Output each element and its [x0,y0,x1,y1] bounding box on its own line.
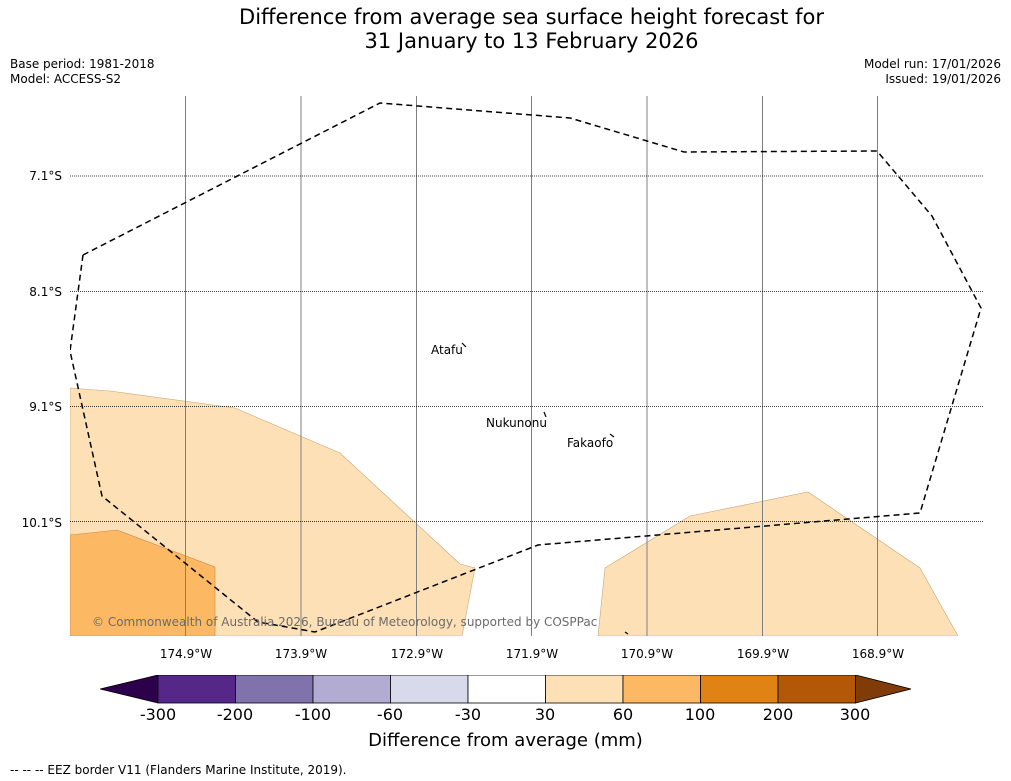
colorbar-tick-1: -300 [139,705,177,724]
place-nukunonu: Nukunonu [486,416,547,430]
colorbar-extend-high [855,675,912,704]
colorbar-tick-9: 200 [762,705,794,724]
model-name: Model: ACCESS-S2 [10,72,122,86]
colorbar-tick-5: -30 [454,705,482,724]
colorbar-tick-8: 100 [684,705,716,724]
colorbar-bin-4 [390,675,469,704]
title-line-1: Difference from average sea surface heig… [239,5,824,29]
meridian-lines [185,96,878,636]
colorbar-title: Difference from average (mm) [368,730,643,751]
anomaly-region-60-100-west [70,529,216,636]
run-info: Model run: 17/01/2026 Issued: 19/01/2026 [864,57,1001,87]
colorbar-tick-6: 30 [534,705,556,724]
colorbar-bin-5 [467,675,546,704]
lat-label-2: 8.1°S [29,285,62,299]
colorbar-bin-9 [777,675,856,704]
place-fakaofo: Fakaofo [567,436,614,450]
title-line-2: 31 January to 13 February 2026 [364,29,699,53]
lon-label-1: 174.9°W [159,647,213,661]
colorbar-bin-8 [700,675,779,704]
colorbar [100,675,912,704]
fakaofo-atoll [609,433,615,438]
colorbar-bin-2 [235,675,314,704]
lon-label-5: 170.9°W [620,647,674,661]
nukunonu-atoll [543,411,547,418]
anomaly-region-30-60-east [597,491,959,636]
lon-label-2: 173.9°W [274,647,328,661]
issued-date: Issued: 19/01/2026 [885,72,1001,86]
swains-mark [624,631,629,635]
atafu-atoll [461,342,467,348]
colorbar-bin-7 [622,675,701,704]
lon-label-3: 172.9°W [390,647,444,661]
map-title: Difference from average sea surface heig… [0,5,1011,53]
map-canvas [70,96,983,636]
colorbar-tick-7: 60 [612,705,634,724]
lat-label-1: 7.1°S [29,169,62,183]
colorbar-bin-6 [545,675,624,704]
map-panel [70,96,983,636]
colorbar-bin-3 [312,675,391,704]
model-run: Model run: 17/01/2026 [863,57,1001,71]
lat-label-4: 10.1°S [21,516,62,530]
lat-label-3: 9.1°S [29,400,62,414]
colorbar-extend-low [100,675,159,704]
colorbar-tick-10: 300 [839,705,871,724]
place-atafu: Atafu [431,343,463,357]
colorbar-tick-3: -100 [294,705,332,724]
colorbar-tick-2: -200 [216,705,254,724]
eez-footnote: -- -- -- EEZ border V11 (Flanders Marine… [10,763,347,777]
parallel-lines [70,175,983,522]
eez-border [70,102,982,633]
lon-label-4: 171.9°W [505,647,559,661]
colorbar-bin-1 [157,675,236,704]
base-period: Base period: 1981-2018 [10,57,155,71]
lon-label-6: 169.9°W [736,647,790,661]
copyright-notice: © Commonwealth of Australia 2026, Bureau… [92,615,598,629]
colorbar-tick-4: -60 [376,705,404,724]
model-info: Base period: 1981-2018 Model: ACCESS-S2 [10,57,155,87]
lon-label-7: 168.9°W [851,647,905,661]
